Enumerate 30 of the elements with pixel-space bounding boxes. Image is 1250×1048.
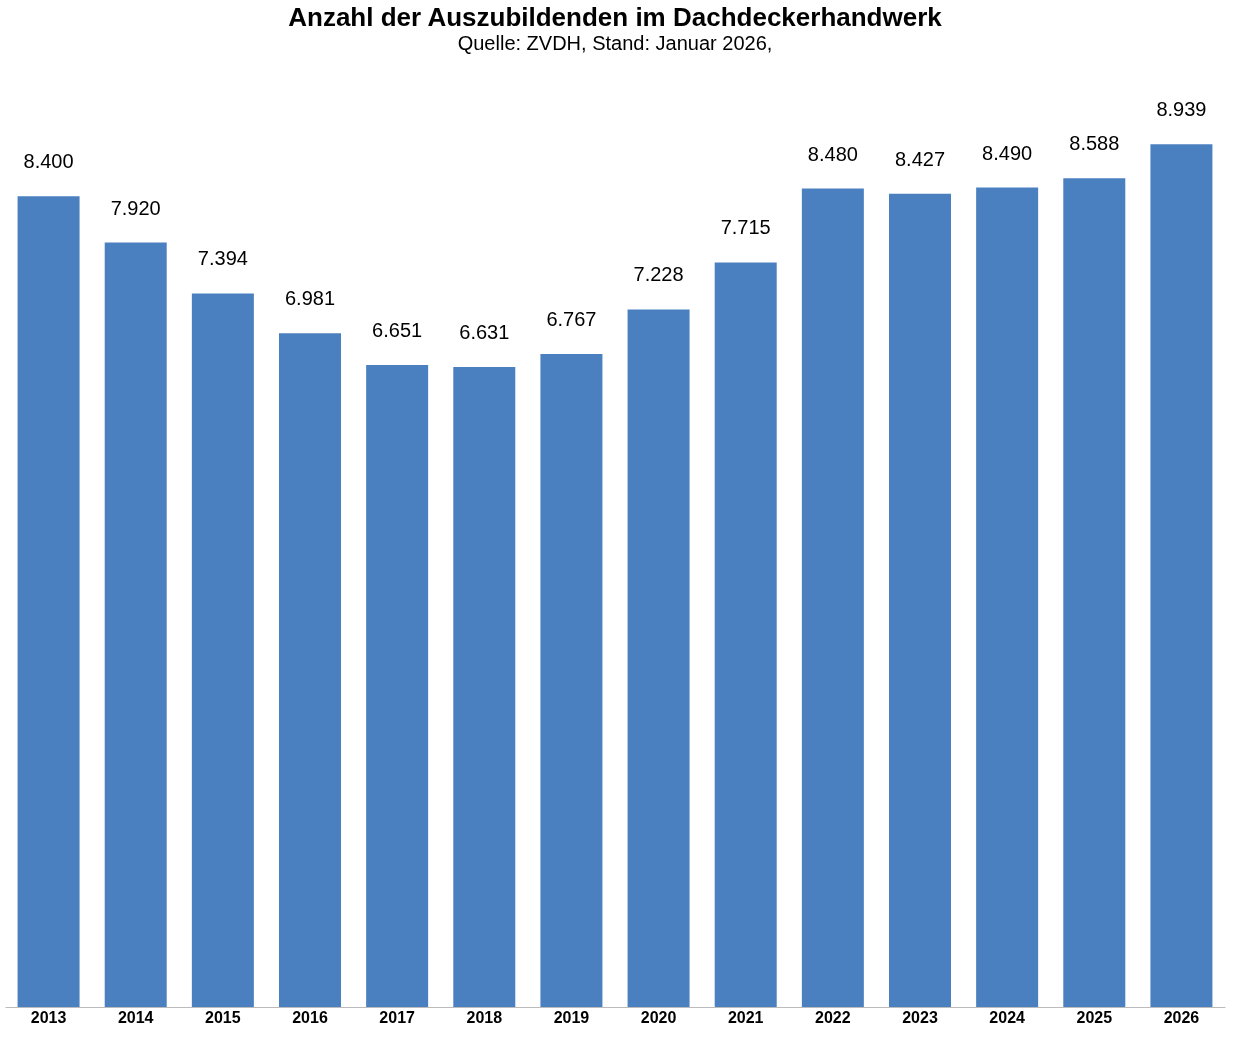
x-tick-label: 2022 <box>815 1008 851 1026</box>
data-label: 6.981 <box>284 287 336 310</box>
data-label: 7.228 <box>633 263 684 286</box>
x-tick-label: 2023 <box>902 1008 938 1026</box>
data-label: 8.939 <box>1156 98 1207 121</box>
x-tick-label: 2024 <box>989 1008 1026 1026</box>
data-label: 8.588 <box>1069 132 1120 155</box>
x-tick-label: 2026 <box>1163 1008 1200 1026</box>
chart-subtitle: Quelle: ZVDH, Stand: Januar 2026, <box>457 32 773 54</box>
x-tick-label: 2013 <box>30 1008 67 1026</box>
x-tick-label: 2015 <box>205 1008 241 1026</box>
data-label: 7.394 <box>197 247 248 270</box>
x-tick-label: 2014 <box>117 1008 154 1026</box>
x-tick-label: 2017 <box>379 1008 416 1026</box>
data-label: 6.631 <box>459 321 510 344</box>
x-tick-label: 2018 <box>466 1008 503 1026</box>
x-tick-label: 2019 <box>553 1008 590 1026</box>
x-tick-label: 2025 <box>1076 1008 1113 1026</box>
x-tick-label: 2016 <box>292 1008 328 1026</box>
data-label: 6.651 <box>372 319 423 342</box>
data-label: 8.490 <box>982 141 1033 164</box>
data-label: 8.427 <box>894 147 946 170</box>
data-label: 7.920 <box>110 196 161 219</box>
data-label: 7.715 <box>720 216 771 239</box>
chart-title: Anzahl der Auszubildenden im Dachdeckerhandwerk <box>288 2 943 32</box>
data-label: 6.767 <box>546 307 597 330</box>
x-tick-label: 2021 <box>727 1008 764 1026</box>
data-label: 8.480 <box>807 142 858 165</box>
data-label: 8.400 <box>23 150 74 173</box>
x-tick-label: 2020 <box>640 1008 677 1026</box>
